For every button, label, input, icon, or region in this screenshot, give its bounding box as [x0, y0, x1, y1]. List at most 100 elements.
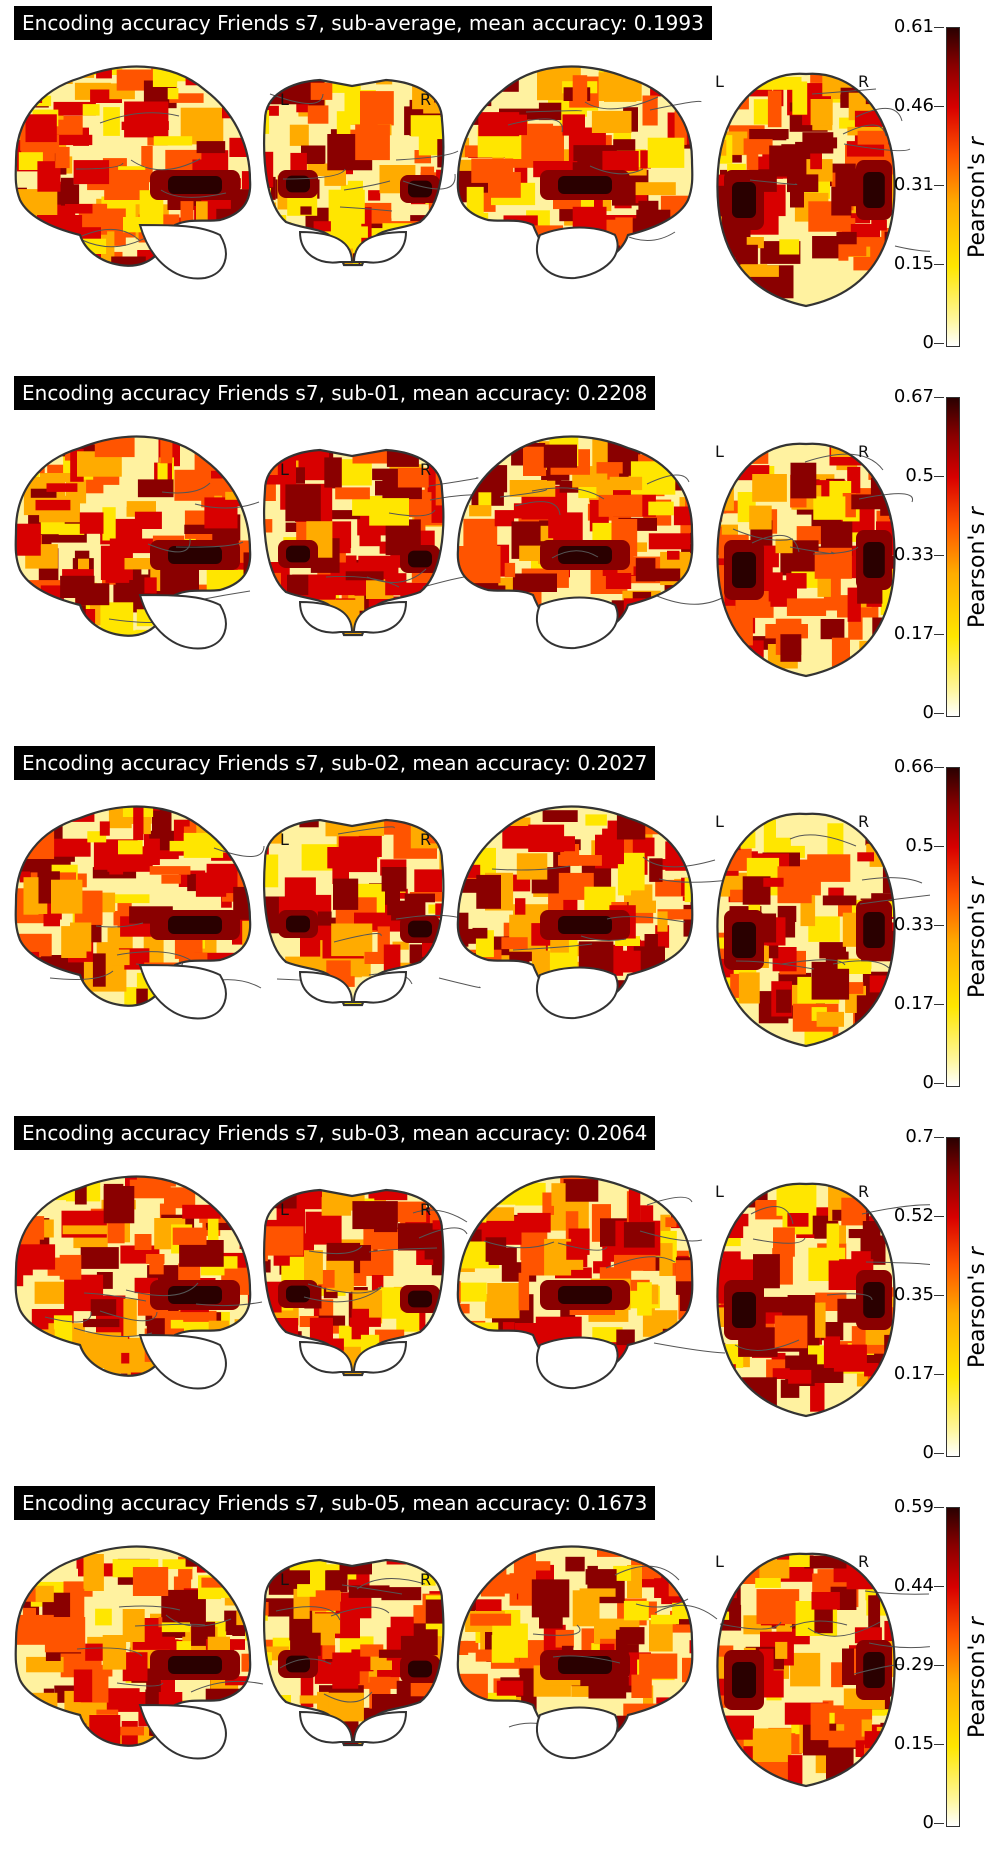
panel-title: Encoding accuracy Friends s7, sub-averag… [14, 6, 712, 40]
colorbar-tick-mark [934, 1744, 944, 1745]
hemisphere-label-left: L [280, 1570, 289, 1589]
colorbar-tick-label: 0.35 [893, 1284, 934, 1305]
colorbar-tick-label: 0.31 [893, 174, 934, 195]
colorbar-tick-label: 0.5 [905, 465, 934, 486]
axial-brain-activation [717, 813, 895, 1046]
colorbar-tick-mark [934, 1586, 944, 1587]
left-lateral-brain-outline [14, 1175, 252, 1377]
colorbar-tick-mark [934, 1083, 944, 1084]
glass-brain-views [14, 1545, 930, 1788]
hemisphere-label-left: L [280, 90, 289, 109]
panel-title: Encoding accuracy Friends s7, sub-01, me… [14, 376, 656, 410]
colorbar-tick-label: 0.44 [893, 1575, 934, 1596]
axial-brain-outline [716, 812, 896, 1048]
brain-panel: Encoding accuracy Friends s7, sub-01, me… [0, 370, 1004, 740]
hemisphere-label-left: L [280, 460, 289, 479]
glass-brain-views [14, 65, 930, 308]
colorbar-tick-label: 0 [922, 1812, 934, 1833]
colorbar-tick-label: 0.5 [905, 835, 934, 856]
right-lateral-brain-outline [456, 1175, 694, 1377]
colorbar [946, 1507, 960, 1827]
colorbar-tick-label: 0.33 [893, 914, 934, 935]
axial-brain-activation [717, 73, 895, 306]
colorbar [946, 767, 960, 1087]
left-lateral-brain-outline [14, 435, 252, 637]
colorbar-tick-mark [934, 713, 944, 714]
panel-title: Encoding accuracy Friends s7, sub-05, me… [14, 1486, 656, 1520]
hemisphere-label-left: L [280, 830, 289, 849]
coronal-brain-outline [263, 448, 445, 637]
left-lateral-brain-activation [15, 1546, 251, 1746]
colorbar-tick-mark [934, 1507, 944, 1508]
colorbar-tick-label: 0.61 [893, 16, 934, 37]
right-lateral-brain-outline [456, 65, 694, 267]
brain-panel: Encoding accuracy Friends s7, sub-03, me… [0, 1110, 1004, 1480]
axial-brain-outline [716, 1182, 896, 1418]
colorbar-tick-label: 0 [922, 1442, 934, 1463]
colorbar-tick-mark [934, 264, 944, 265]
colorbar-tick-mark [934, 27, 944, 28]
hemisphere-label-right: R [420, 90, 432, 109]
hemisphere-label-right: R [858, 1182, 870, 1201]
colorbar-tick-mark [934, 1004, 944, 1005]
colorbar-tick-label: 0.52 [893, 1205, 934, 1226]
left-lateral-brain-outline [14, 805, 252, 1007]
colorbar-tick-mark [934, 1295, 944, 1296]
colorbar-title: Pearson's r [965, 137, 990, 258]
colorbar-tick-label: 0.33 [893, 544, 934, 565]
hemisphere-label-right: R [420, 830, 432, 849]
colorbar-title: Pearson's r [965, 1247, 990, 1368]
colorbar-tick-mark [934, 106, 944, 107]
axial-brain-outline [716, 72, 896, 308]
hemisphere-label-left: L [715, 72, 724, 91]
colorbar-tick-mark [934, 1374, 944, 1375]
brain-panel: Encoding accuracy Friends s7, sub-05, me… [0, 1480, 1004, 1850]
colorbar-tick-mark [934, 925, 944, 926]
colorbar-title: Pearson's r [965, 877, 990, 998]
colorbar-tick-mark [934, 1137, 944, 1138]
colorbar-tick-mark [934, 634, 944, 635]
colorbar-tick-label: 0 [922, 1072, 934, 1093]
colorbar-tick-label: 0.17 [893, 623, 934, 644]
colorbar-tick-label: 0.59 [893, 1496, 934, 1517]
right-lateral-brain-outline [456, 435, 694, 637]
hemisphere-label-left: L [715, 1182, 724, 1201]
colorbar-tick-mark [934, 1823, 944, 1824]
glass-brain-views [14, 805, 930, 1048]
panel-title: Encoding accuracy Friends s7, sub-03, me… [14, 1116, 656, 1150]
colorbar-tick-mark [934, 343, 944, 344]
left-lateral-brain-outline [14, 1545, 252, 1747]
hemisphere-label-right: R [420, 1200, 432, 1219]
coronal-brain-outline [263, 1188, 445, 1377]
hemisphere-label-right: R [420, 1570, 432, 1589]
colorbar-tick-label: 0.67 [893, 386, 934, 407]
right-lateral-brain-outline [456, 805, 694, 1007]
colorbar-tick-label: 0 [922, 332, 934, 353]
colorbar-tick-label: 0.29 [893, 1654, 934, 1675]
hemisphere-label-right: R [858, 812, 870, 831]
brain-panel: Encoding accuracy Friends s7, sub-averag… [0, 0, 1004, 370]
left-lateral-brain-outline [14, 65, 252, 267]
colorbar-tick-mark [934, 1453, 944, 1454]
right-lateral-brain-outline [456, 1545, 694, 1747]
colorbar-tick-label: 0.7 [905, 1126, 934, 1147]
hemisphere-label-left: L [715, 1552, 724, 1571]
colorbar-tick-mark [934, 397, 944, 398]
hemisphere-label-left: L [715, 812, 724, 831]
colorbar-tick-mark [934, 1665, 944, 1666]
coronal-brain-outline [263, 78, 445, 267]
colorbar-tick-label: 0 [922, 702, 934, 723]
colorbar-title: Pearson's r [965, 1617, 990, 1738]
hemisphere-label-left: L [280, 1200, 289, 1219]
hemisphere-label-right: R [420, 460, 432, 479]
colorbar-tick-label: 0.15 [893, 1733, 934, 1754]
left-lateral-brain-activation [15, 66, 251, 266]
colorbar-tick-label: 0.17 [893, 1363, 934, 1384]
colorbar-tick-mark [934, 767, 944, 768]
hemisphere-label-right: R [858, 72, 870, 91]
colorbar-tick-label: 0.15 [893, 253, 934, 274]
colorbar-tick-mark [934, 555, 944, 556]
colorbar [946, 1137, 960, 1457]
colorbar-tick-label: 0.66 [893, 756, 934, 777]
colorbar-tick-mark [934, 846, 944, 847]
